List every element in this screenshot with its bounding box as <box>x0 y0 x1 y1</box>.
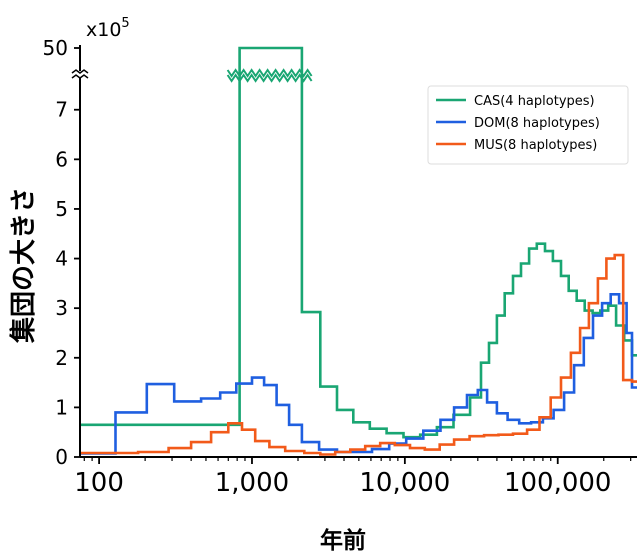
y-tick-label: 4 <box>55 247 68 271</box>
y-axis-label: 集団の大きさ <box>8 187 39 344</box>
y-tick-label: 5 <box>55 197 68 221</box>
axis-break-marker-series-lower <box>226 73 313 83</box>
y-axis-break-gap <box>74 71 86 78</box>
y-tick-label: 50 <box>43 36 68 60</box>
y-axis-break-marker-lower <box>71 74 89 79</box>
x-tick-label: 100,000 <box>504 468 612 498</box>
legend: CAS(4 haplotypes) DOM(8 haplotypes) MUS(8 … <box>427 85 629 165</box>
axis-break-marker-series <box>226 68 313 78</box>
x-tick-label: 1,000 <box>215 468 289 498</box>
legend-label: DOM(8 haplotypes) <box>474 116 600 131</box>
y-axis-multiplier-base: x10 <box>86 19 121 41</box>
y-tick-label: 6 <box>55 147 68 171</box>
y-tick-label: 7 <box>55 98 68 122</box>
y-axis-multiplier: x105 <box>86 16 130 41</box>
series-line-cas <box>80 46 637 439</box>
series-line-dom <box>80 293 637 455</box>
legend-label: CAS(4 haplotypes) <box>474 94 595 109</box>
x-axis-label: 年前 <box>320 527 366 554</box>
series-line-mus <box>80 253 637 456</box>
y-axis-multiplier-exponent: 5 <box>121 16 129 31</box>
y-tick-label: 1 <box>55 395 68 419</box>
y-axis-break-marker <box>71 69 89 74</box>
y-tick-label: 2 <box>55 346 68 370</box>
legend-box <box>427 85 629 165</box>
ticks-layer: 100 1,000 10,000 100,000 0 1 2 3 4 5 6 7 50 <box>43 36 632 498</box>
y-tick-label: 3 <box>55 296 68 320</box>
legend-label: MUS(8 haplotypes) <box>474 138 597 153</box>
x-tick-label: 100 <box>74 468 124 498</box>
y-tick-label: 0 <box>55 445 68 469</box>
x-tick-label: 10,000 <box>359 468 450 498</box>
series-layer <box>80 46 637 456</box>
